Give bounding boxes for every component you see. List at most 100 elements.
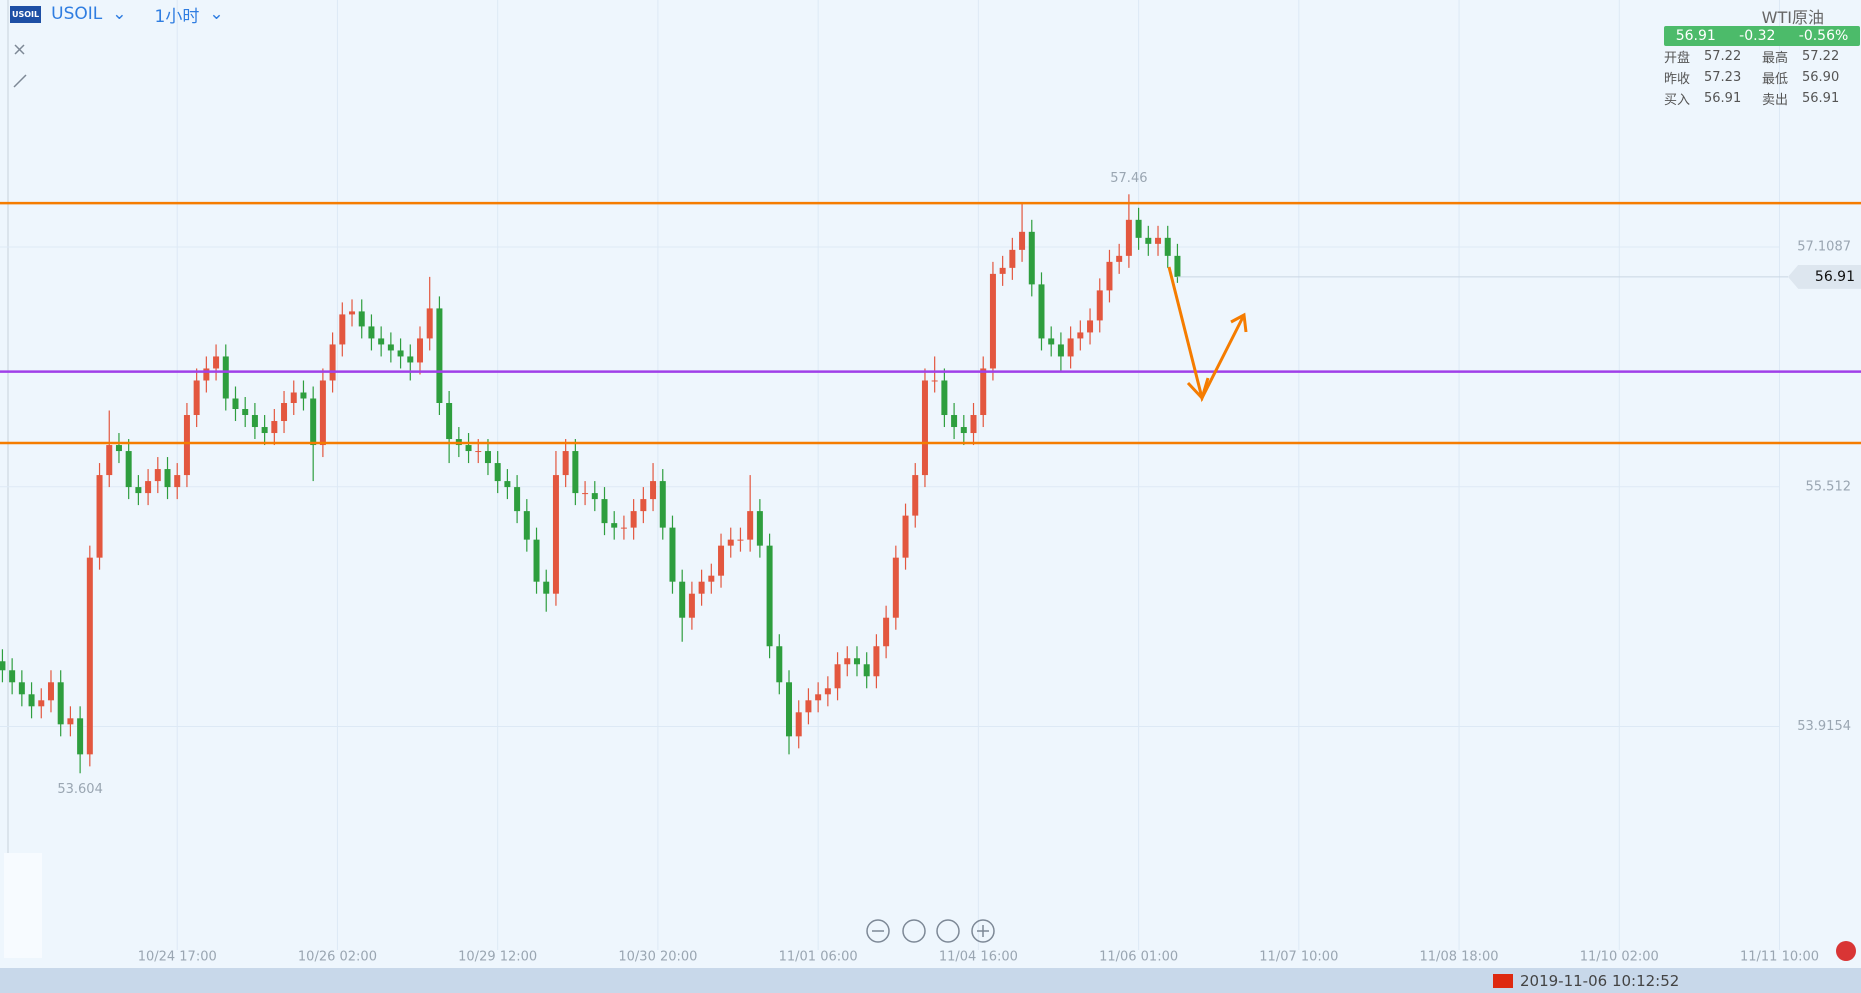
y-tick-label: 57.1087 — [1797, 240, 1851, 255]
candle-body — [1057, 344, 1064, 357]
candle-body — [426, 308, 433, 339]
quote-label: 最低 — [1762, 72, 1789, 87]
dropdown[interactable]: ⌄ — [112, 4, 127, 24]
go-end[interactable] — [936, 919, 960, 943]
candle-body — [1019, 231, 1026, 250]
candle-body — [1145, 237, 1152, 244]
candle-body — [941, 380, 948, 416]
candle-body — [86, 557, 93, 755]
timeframe[interactable]: 1小时 — [154, 6, 200, 27]
candle-body — [601, 499, 608, 524]
quote-bar: 56.91 -0.32 -0.56% — [1664, 26, 1860, 46]
close-icon[interactable] — [14, 44, 25, 55]
candle-body — [154, 469, 161, 482]
candle-body — [125, 451, 132, 488]
candle-body — [378, 338, 385, 345]
candle-body — [970, 415, 977, 434]
tool-panel[interactable] — [4, 853, 42, 958]
quote-label: 开盘 — [1664, 51, 1691, 66]
x-tick-label: 11/06 01:00 — [1099, 950, 1178, 965]
candle-body — [38, 700, 45, 707]
candle-body — [77, 718, 84, 755]
candle-body — [1125, 219, 1132, 256]
candle-body — [1116, 255, 1123, 262]
candle-body — [582, 493, 589, 495]
candle-body — [883, 617, 890, 647]
quote-name: WTI原油 — [1761, 8, 1824, 27]
candle-body — [96, 475, 103, 558]
price-tag: 56.91 — [1788, 264, 1861, 289]
candle-body — [844, 658, 851, 665]
candle-body — [397, 350, 404, 357]
window-controls[interactable] — [13, 44, 27, 88]
candle-body — [329, 344, 336, 381]
candle-body — [475, 451, 482, 453]
quote-label: 昨收 — [1664, 72, 1691, 87]
candle-body — [145, 481, 152, 494]
candle-body — [650, 481, 657, 500]
collapse-icon[interactable] — [13, 74, 27, 88]
candle-body — [562, 451, 569, 476]
zoom-in[interactable] — [971, 919, 995, 943]
candle-body — [494, 463, 501, 482]
candle-body — [57, 682, 64, 725]
candle-body — [756, 511, 763, 546]
candle-body — [1164, 237, 1171, 256]
candle-body — [1106, 261, 1113, 291]
candle-body — [931, 380, 938, 382]
candle-body — [1048, 338, 1055, 345]
candle-body — [514, 487, 521, 512]
candle-body — [164, 469, 171, 488]
flag — [1493, 974, 1513, 988]
candle-body — [349, 311, 356, 315]
candle-body — [543, 581, 550, 594]
zoom-out[interactable] — [866, 919, 890, 943]
arrow-head — [1230, 312, 1248, 333]
candle-body — [620, 527, 627, 529]
candle-body — [1155, 237, 1162, 244]
x-tick-label: 10/30 20:00 — [618, 950, 697, 965]
candle-body — [805, 700, 812, 713]
candle-body — [824, 688, 831, 695]
candle-body — [484, 451, 491, 464]
candle-body — [436, 308, 443, 404]
dropdown[interactable]: ⌄ — [209, 4, 224, 24]
candle-body — [640, 499, 647, 512]
symbol[interactable]: USOIL — [51, 4, 103, 24]
x-tick-label: 10/29 12:00 — [458, 950, 537, 965]
candle-body — [892, 557, 899, 618]
candle-body — [951, 415, 958, 428]
quote-label: 买入 — [1664, 93, 1691, 108]
x-tick-label: 11/10 02:00 — [1580, 950, 1659, 965]
candle-body — [213, 356, 220, 369]
go-start[interactable] — [902, 919, 926, 943]
zoom-controls[interactable] — [866, 919, 995, 943]
candle-body — [281, 403, 288, 422]
candle-body — [67, 718, 74, 725]
quote-value: 57.22 — [1704, 49, 1742, 64]
candle-body — [718, 545, 725, 576]
x-tick-label: 10/24 17:00 — [138, 950, 217, 965]
candle-body — [504, 481, 511, 488]
candle-body — [795, 712, 802, 737]
candle-body — [912, 475, 919, 516]
candle-body — [271, 421, 278, 434]
candle-body — [232, 398, 239, 410]
candle-body — [630, 511, 637, 528]
candle-body — [1135, 219, 1142, 238]
candle-body — [1028, 231, 1035, 285]
candle-body — [1174, 255, 1181, 277]
candle-body — [407, 356, 414, 363]
candle-body — [1096, 290, 1103, 321]
candle-body — [387, 344, 394, 351]
candle-body — [222, 356, 229, 399]
alert-icon[interactable] — [1836, 941, 1856, 961]
candle-body — [339, 314, 346, 345]
candle-body — [776, 646, 783, 683]
candle-body — [18, 682, 25, 695]
candle-body — [9, 670, 16, 683]
quote-label: 卖出 — [1762, 93, 1789, 108]
header: USOIL USOIL ⌄ 1小时 ⌄ — [10, 2, 224, 27]
candle-body — [368, 326, 375, 339]
